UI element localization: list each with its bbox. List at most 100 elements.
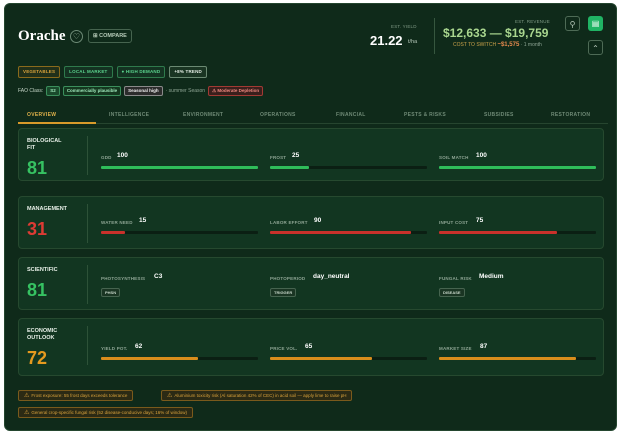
score-card-economic-outlook: ECONOMIC OUTLOOK 72 YIELD POT. 62 PRICE … [18,318,604,376]
metric-name: PHOTOPERIOD [270,276,306,281]
yield-value: 21.22 [370,33,403,48]
score-card-scientific: SCIENTIFIC 81 PHOTOSYNTHESIS C3 PHSN PHO… [18,257,604,310]
metric-value: 62 [135,343,143,350]
card-label: SCIENTIFIC [27,267,58,273]
metric-value: 87 [480,343,488,350]
metric-track [439,166,596,169]
metric-name: GDD [101,155,112,160]
switch-period: · 1 month [520,42,542,48]
export-document-button[interactable]: ▤ [588,16,603,31]
metric-track [439,231,596,234]
card-divider [87,326,88,365]
warning-text: Aluminium toxicity risk (Al saturation 4… [174,393,347,398]
tab-environment[interactable]: ENVIRONMENT [183,112,224,118]
metric-track [101,166,258,169]
metric-value: 90 [314,217,322,224]
metric-value: day_neutral [313,273,350,280]
card-score: 81 [27,158,48,178]
chip-high-demand-label: HIGH DEMAND [125,69,161,74]
warning-aluminium: ⚠ Aluminium toxicity risk (Al saturation … [161,390,353,401]
cost-to-switch: COST TO SWITCH ~$1,575 · 1 month [453,42,542,48]
metric-name: PHOTOSYNTHESIS [101,276,146,281]
card-label: ECONOMIC OUTLOOK [27,328,58,341]
compare-grid-icon: ⊞ [93,33,100,39]
chevron-up-icon: ⌃ [592,44,599,53]
metric-track [439,357,596,360]
chip-vegetables: VEGETABLES [18,66,61,78]
pin-icon: ⚲ [569,20,576,29]
chip-high-demand: ● HIGH DEMAND [116,66,166,78]
score-card-management: MANAGEMENT 31 WATER NEED 15 LABOR EFFORT… [18,196,604,249]
chip-trend: +8% TREND [169,66,208,78]
metric-track [270,231,427,234]
warning-triangle-icon: ⚠ [167,393,173,399]
seasonal-badge: Seasonal high [124,86,163,96]
collapse-button[interactable]: ⌃ [588,40,603,55]
tab-overview[interactable]: OVERVIEW [27,112,57,118]
metric-fill [101,231,125,234]
fao-label: FAO Class: [18,88,44,94]
metric-value: Medium [479,273,504,280]
score-card-biological-fit: BIOLOGICAL FIT 81 GDD 100 FROST 25 SOIL … [18,128,604,181]
card-label: BIOLOGICAL FIT [27,138,62,151]
metric-fill [270,231,412,234]
card-label: MANAGEMENT [27,206,68,212]
metric-name: PRICE VOL. [270,346,298,351]
metric-track [270,166,427,169]
yield-caption: EST. YIELD [391,24,417,29]
revenue-caption: EST. REVENUE [515,19,550,24]
depletion-label: Moderate Depletion [217,88,260,93]
metric-value: C3 [154,273,163,280]
depletion-badge: ⚠ Moderate Depletion [208,86,264,96]
metric-tag: DISEASE [439,288,465,297]
metric-tag: PHSN [101,288,121,297]
compare-button[interactable]: ⊞ COMPARE [88,29,132,43]
warning-text: General crop-specific fungal risk (52 di… [31,410,187,415]
tag-chips: VEGETABLES LOCAL MARKET ● HIGH DEMAND +8… [18,66,208,78]
active-tab-indicator [18,122,96,124]
card-score: 31 [27,219,48,239]
tab-operations[interactable]: OPERATIONS [260,112,296,118]
card-divider [87,265,88,304]
tab-pests-risks[interactable]: PESTS & RISKS [404,112,446,118]
metric-track [101,231,258,234]
metric-fill [439,357,576,360]
tab-intelligence[interactable]: INTELLIGENCE [109,112,150,118]
card-divider [87,136,88,175]
warning-frost: ⚠ Frost exposure: 55 frost days exceeds t… [18,390,134,401]
tab-restoration[interactable]: RESTORATION [551,112,591,118]
metric-fill [101,166,258,169]
pin-button[interactable]: ⚲ [565,16,580,31]
crop-title: Orache [18,28,66,44]
header-divider [434,18,435,54]
tab-bar: OVERVIEW INTELLIGENCE ENVIRONMENT OPERAT… [18,108,608,124]
card-divider [87,204,88,243]
switch-label: COST TO SWITCH [453,42,497,48]
warning-triangle-icon: ⚠ [24,410,30,416]
document-icon: ▤ [591,19,600,28]
crop-detail-panel: Orache ♡ ⊞ COMPARE EST. YIELD 21.22 t/ha… [4,3,617,431]
metric-value: 25 [292,152,300,159]
switch-cost: ~$1,575 [497,42,520,48]
metric-name: FROST [270,155,287,160]
metric-fill [270,357,373,360]
tab-subsidies[interactable]: SUBSIDIES [484,112,514,118]
fao-class-row: FAO Class: S2 Commercially plausible Sea… [18,86,264,96]
metric-value: 75 [476,217,484,224]
metric-name: YIELD POT. [101,346,128,351]
compare-label: COMPARE [99,33,127,39]
card-score: 72 [27,348,48,368]
metric-value: 100 [476,152,487,159]
chip-local-market: LOCAL MARKET [64,66,113,78]
metric-value: 65 [305,343,313,350]
favorite-heart-icon[interactable]: ♡ [70,30,83,43]
metric-track [270,357,427,360]
metric-tag: TRIGGER [270,288,297,297]
metric-fill [439,231,557,234]
dot-icon: ● [121,69,126,74]
metric-name: MARKET SIZE [439,346,472,351]
metric-name: LABOR EFFORT [270,220,308,225]
tab-financial[interactable]: FINANCIAL [336,112,366,118]
fao-class-badge: S2 [46,86,60,96]
warning-triangle-icon: ⚠ [24,393,30,399]
